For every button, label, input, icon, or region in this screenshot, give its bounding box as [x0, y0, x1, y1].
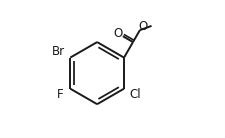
Text: F: F	[56, 88, 63, 101]
Text: Br: Br	[52, 45, 65, 58]
Text: O: O	[137, 20, 146, 33]
Text: O: O	[113, 27, 122, 40]
Text: Cl: Cl	[128, 88, 140, 101]
